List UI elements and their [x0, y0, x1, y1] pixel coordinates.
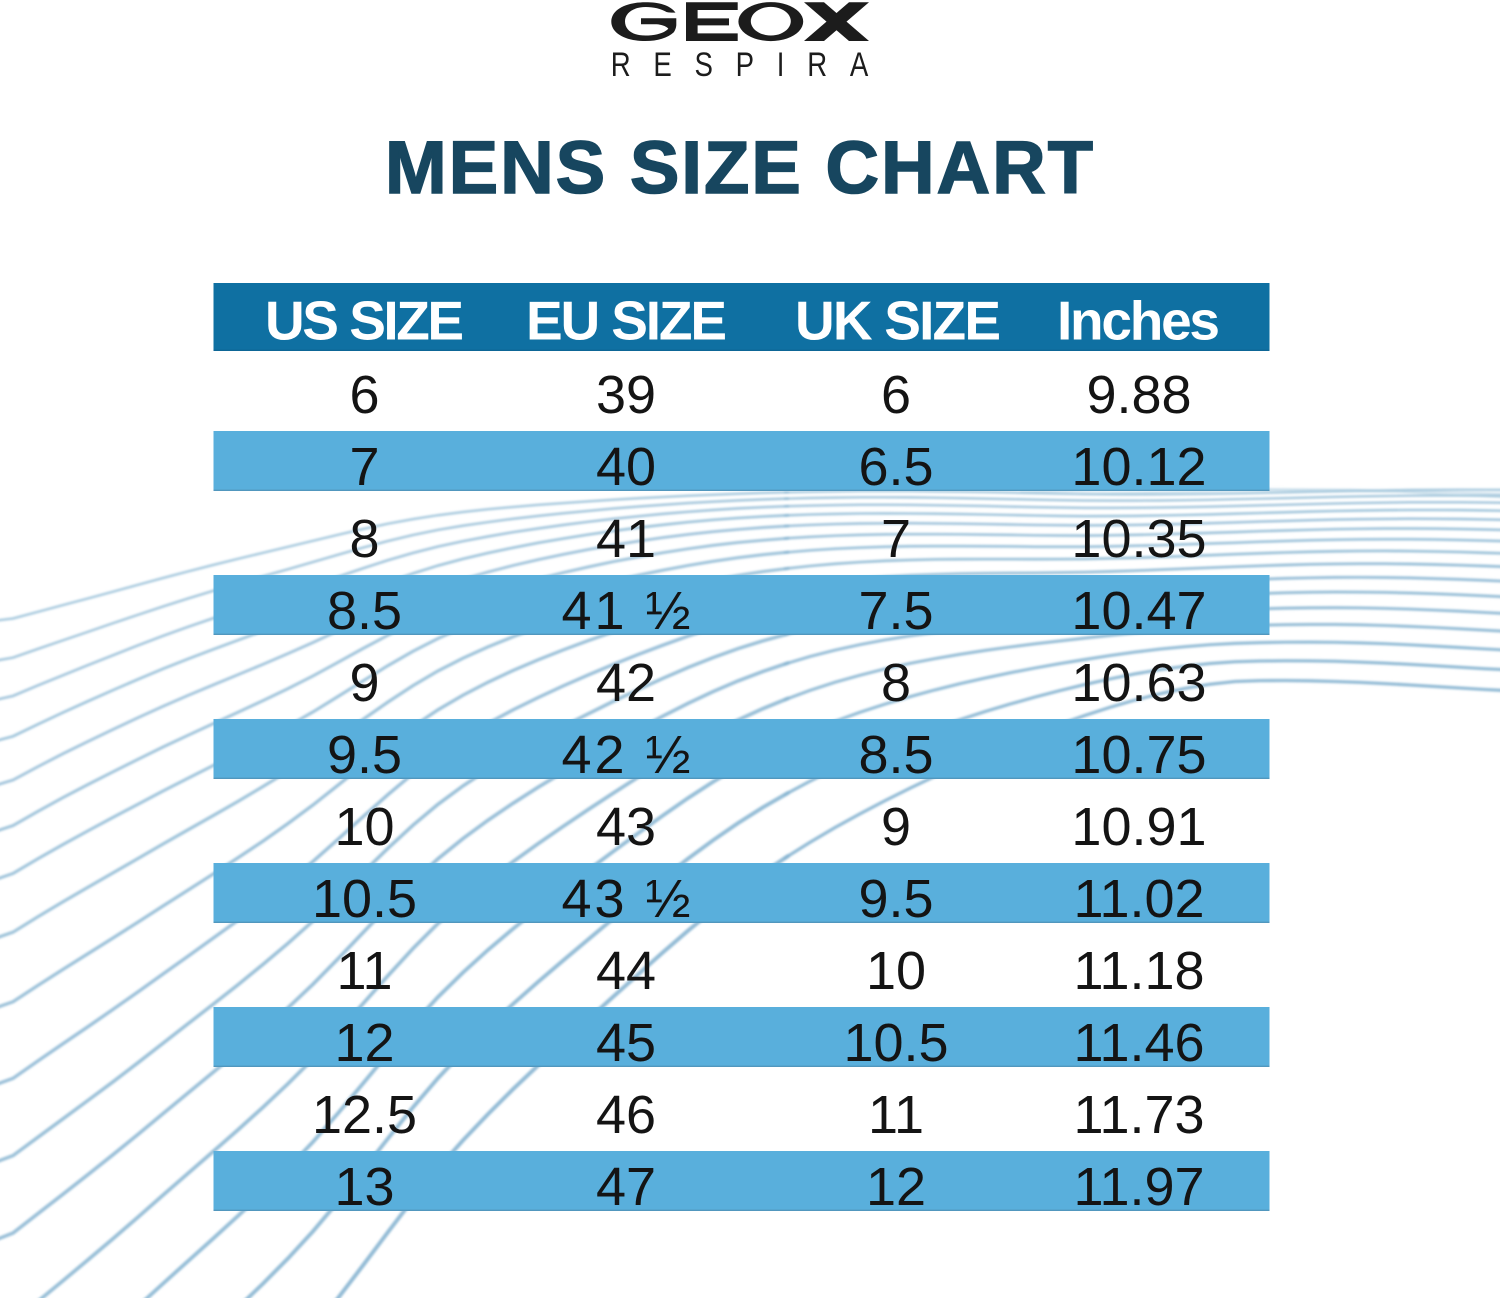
svg-text:8: 8 — [881, 653, 911, 713]
svg-text:9.5: 9.5 — [858, 869, 933, 929]
svg-text:8: 8 — [349, 509, 379, 569]
svg-text:10.63: 10.63 — [1071, 653, 1206, 713]
svg-text:9: 9 — [349, 653, 379, 713]
svg-text:11.02: 11.02 — [1073, 869, 1204, 929]
svg-text:7: 7 — [881, 509, 911, 569]
svg-text:11: 11 — [336, 941, 392, 1001]
svg-text:12: 12 — [866, 1157, 926, 1217]
svg-text:11: 11 — [868, 1085, 924, 1145]
svg-text:40: 40 — [596, 437, 656, 497]
svg-text:8.5: 8.5 — [327, 581, 402, 641]
svg-text:46: 46 — [596, 1085, 656, 1145]
svg-text:12.5: 12.5 — [312, 1085, 417, 1145]
svg-text:MENS SIZE CHART: MENS SIZE CHART — [385, 126, 1093, 209]
svg-text:13: 13 — [334, 1157, 394, 1217]
svg-text:7.5: 7.5 — [858, 581, 933, 641]
svg-text:10.91: 10.91 — [1071, 797, 1206, 857]
svg-text:6: 6 — [349, 365, 379, 425]
svg-text:43: 43 — [596, 797, 656, 857]
svg-text:RESPIRA: RESPIRA — [611, 45, 869, 84]
svg-text:44: 44 — [596, 941, 656, 1001]
svg-text:39: 39 — [596, 365, 656, 425]
svg-text:11.97: 11.97 — [1073, 1157, 1204, 1217]
svg-text:11.18: 11.18 — [1073, 941, 1204, 1001]
svg-text:6: 6 — [881, 365, 911, 425]
svg-text:41: 41 — [596, 509, 656, 569]
svg-text:10.12: 10.12 — [1071, 437, 1206, 497]
svg-text:10.75: 10.75 — [1071, 725, 1206, 785]
svg-text:11.46: 11.46 — [1073, 1013, 1204, 1073]
svg-text:45: 45 — [596, 1013, 656, 1073]
svg-text:Inches: Inches — [1057, 290, 1220, 352]
svg-text:11.73: 11.73 — [1073, 1085, 1204, 1145]
svg-text:10: 10 — [866, 941, 926, 1001]
svg-text:10.47: 10.47 — [1071, 581, 1206, 641]
svg-text:47: 47 — [596, 1157, 656, 1217]
svg-text:10.35: 10.35 — [1071, 509, 1206, 569]
svg-text:US SIZE: US SIZE — [265, 290, 464, 352]
svg-text:UK SIZE: UK SIZE — [795, 290, 1001, 352]
svg-text:7: 7 — [349, 437, 379, 497]
svg-text:10: 10 — [334, 797, 394, 857]
svg-text:8.5: 8.5 — [858, 725, 933, 785]
svg-text:EU SIZE: EU SIZE — [526, 290, 727, 352]
svg-text:9.88: 9.88 — [1086, 365, 1191, 425]
svg-text:9: 9 — [881, 797, 911, 857]
svg-text:12: 12 — [334, 1013, 394, 1073]
svg-text:9.5: 9.5 — [327, 725, 402, 785]
svg-text:10.5: 10.5 — [312, 869, 417, 929]
svg-text:42: 42 — [596, 653, 656, 713]
svg-text:6.5: 6.5 — [858, 437, 933, 497]
svg-text:10.5: 10.5 — [843, 1013, 948, 1073]
